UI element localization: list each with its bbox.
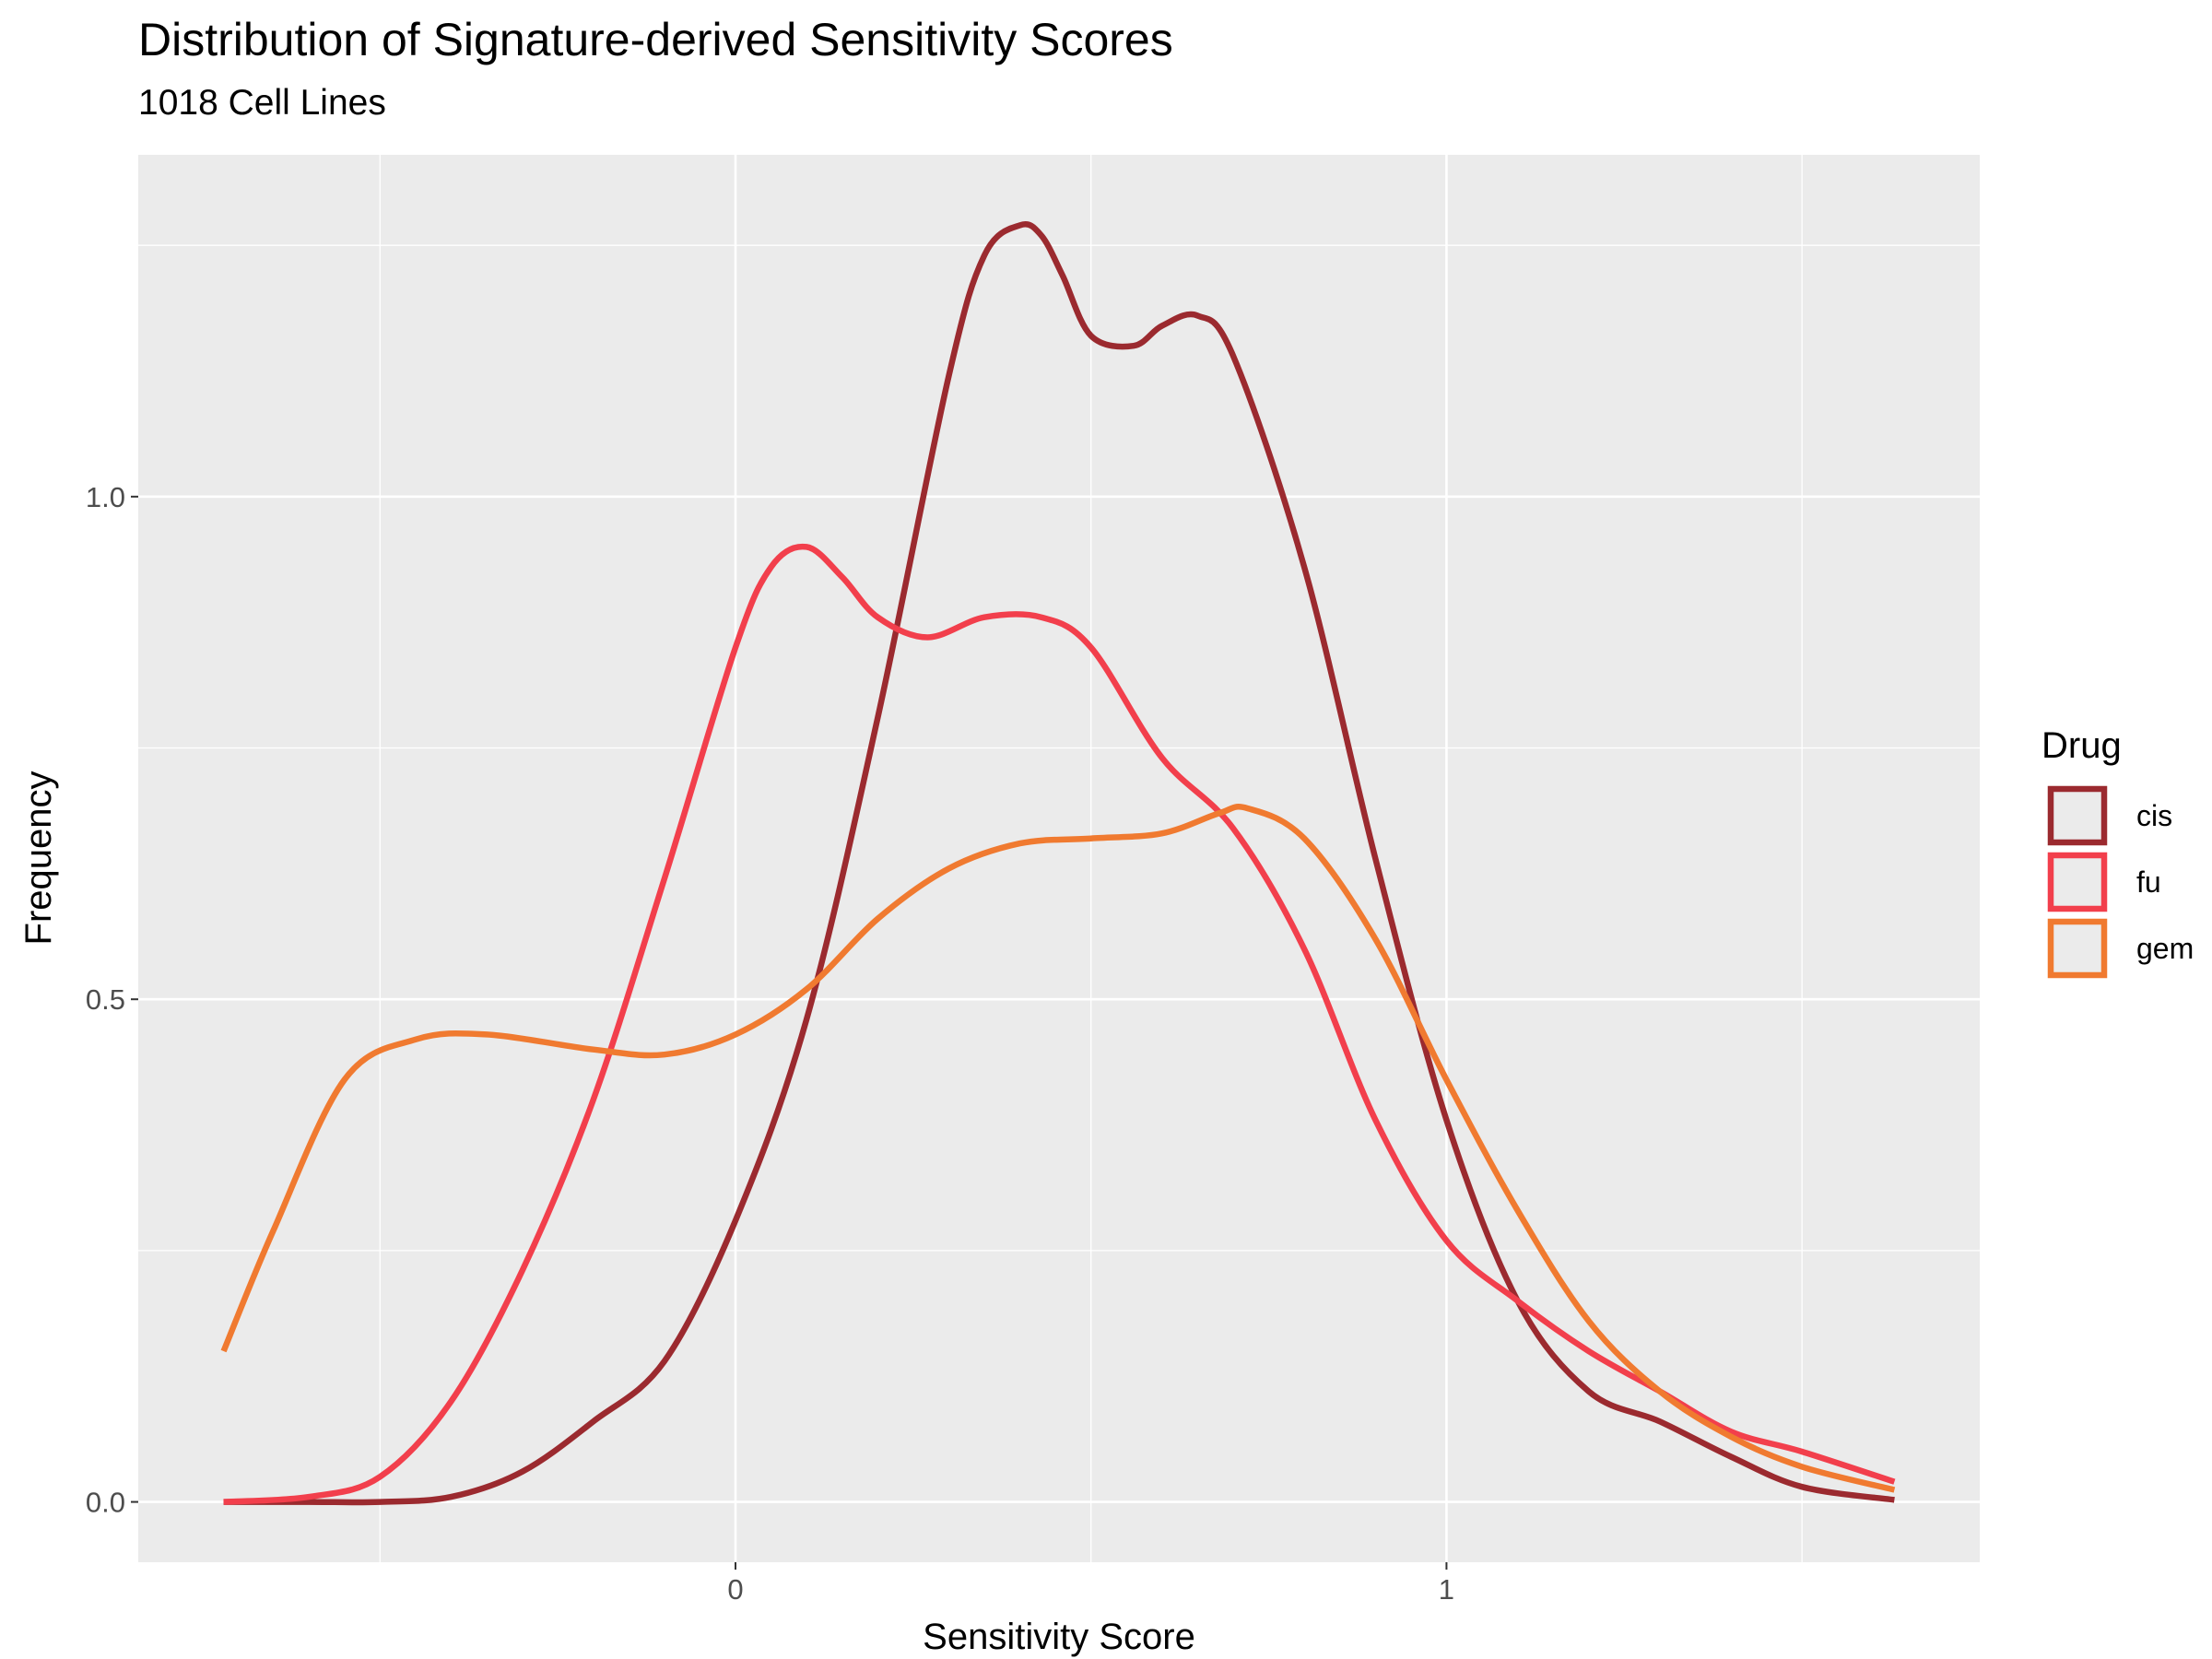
series-line-fu: [223, 543, 1896, 1505]
legend-key-cis: [2047, 785, 2108, 846]
legend: Drug cis fu gem: [2041, 725, 2194, 979]
major-gridlines: [138, 155, 1980, 1562]
y-tick-label: 1.0: [86, 481, 125, 513]
legend-label-cis: cis: [2136, 799, 2172, 832]
axis-ticks: 0 1 0.0 0.5 1.0: [86, 481, 1454, 1606]
y-tick-label: 0.5: [86, 983, 125, 1016]
chart-subtitle: 1018 Cell Lines: [138, 83, 386, 123]
x-axis-title: Sensitivity Score: [923, 1617, 1195, 1657]
x-tick-label: 0: [727, 1573, 743, 1606]
legend-label-gem: gem: [2136, 932, 2194, 965]
legend-key-gem: [2047, 918, 2108, 979]
legend-title: Drug: [2041, 725, 2122, 766]
plot-panel: [138, 155, 1980, 1562]
legend-key-fu: [2047, 852, 2108, 912]
series-line-gem: [220, 804, 1896, 1493]
y-tick-label: 0.0: [86, 1487, 125, 1519]
y-axis-title: Frequency: [18, 771, 59, 946]
legend-label-fu: fu: [2136, 865, 2161, 899]
x-tick-label: 1: [1439, 1573, 1454, 1606]
series-lines: [220, 221, 1896, 1506]
minor-gridlines: [138, 155, 1980, 1562]
chart-title: Distribution of Signature-derived Sensit…: [138, 14, 1173, 65]
